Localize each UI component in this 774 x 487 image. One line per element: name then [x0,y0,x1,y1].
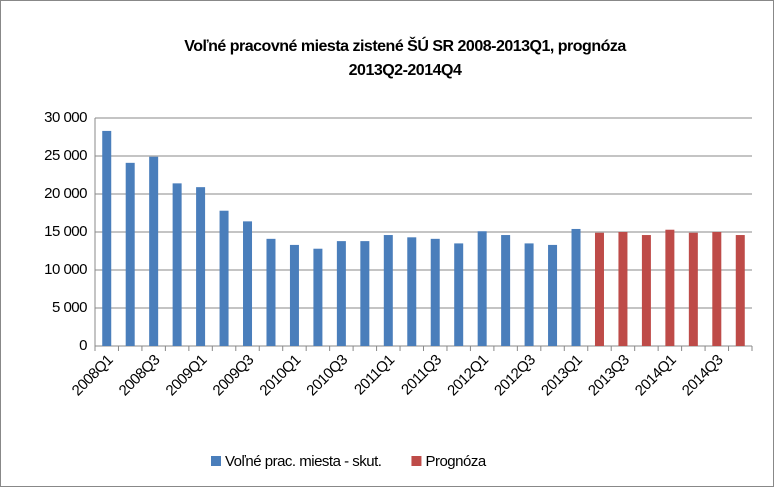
bar [665,229,675,346]
bar [360,241,370,346]
y-tick-label: 5 000 [52,299,87,316]
bar [313,248,323,346]
bar [243,221,253,346]
bar [102,130,112,346]
bar [336,241,346,346]
legend-swatch [211,456,221,466]
legend-label: Prognóza [425,453,486,470]
y-tick-label: 25 000 [44,147,87,164]
y-tick-label: 30 000 [44,109,87,126]
bar [172,183,182,346]
legend-label: Voľné prac. miesta - skut. [225,453,381,470]
bar [735,235,745,346]
bar [196,187,206,346]
bar [149,156,159,346]
bar [548,244,558,346]
chart-title: 2013Q2-2014Q4 [349,62,462,79]
y-tick-label: 0 [79,337,87,354]
bar [501,235,511,346]
bar [266,238,276,346]
bar [383,235,393,346]
bar [594,232,604,346]
bar [125,162,135,346]
y-tick-label: 20 000 [44,185,87,202]
bar [289,244,299,346]
chart-title: Voľné pracovné miesta zistené ŠÚ SR 2008… [184,36,626,55]
bar [618,232,628,346]
bar [430,238,440,346]
y-tick-label: 15 000 [44,223,87,240]
bar [688,232,698,346]
bar [219,210,229,346]
bar [712,232,722,346]
bar [571,228,581,346]
bar [477,231,487,346]
bar [407,237,417,346]
bar [454,243,464,346]
bar [524,243,534,346]
bar [641,235,651,346]
legend-swatch [411,456,422,466]
y-tick-label: 10 000 [44,261,87,278]
